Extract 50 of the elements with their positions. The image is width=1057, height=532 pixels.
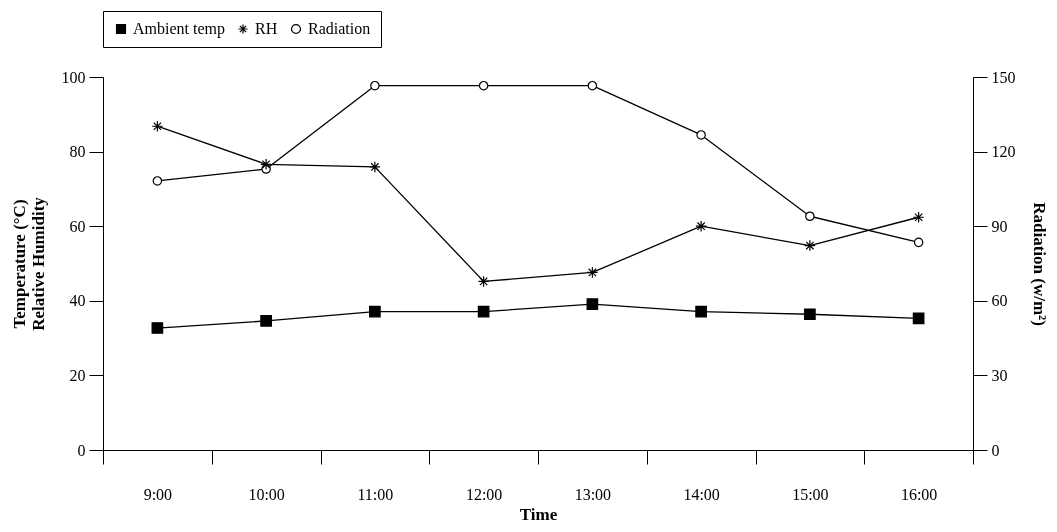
y2-tick-label: 150 bbox=[991, 68, 1016, 86]
x-tick-label: 11:00 bbox=[357, 485, 394, 503]
point bbox=[695, 305, 707, 318]
point bbox=[151, 322, 164, 334]
point bbox=[369, 161, 381, 173]
x-tick-label: 10:00 bbox=[248, 485, 285, 503]
point bbox=[912, 211, 925, 224]
point bbox=[260, 315, 272, 327]
point bbox=[586, 298, 599, 310]
legend-label: Ambient temp bbox=[133, 20, 225, 38]
point bbox=[478, 80, 489, 91]
point bbox=[477, 305, 490, 318]
x-tick-label: 9:00 bbox=[143, 485, 173, 503]
legend-label: Radiation bbox=[308, 20, 371, 37]
x-tick-label: 14:00 bbox=[683, 485, 720, 503]
y2-axis-title: Radiation (w/m²) bbox=[1029, 202, 1049, 326]
point bbox=[912, 312, 925, 325]
point bbox=[805, 211, 815, 222]
y-tick-label: 0 bbox=[77, 441, 86, 459]
x-axis-title: Time bbox=[519, 504, 558, 524]
x-tick-label: 15:00 bbox=[792, 485, 829, 503]
text: Temperature (°C) bbox=[9, 199, 29, 329]
point bbox=[151, 120, 164, 133]
x-tick-label: 16:00 bbox=[900, 485, 938, 503]
point bbox=[369, 305, 381, 318]
x-tick-label: 12:00 bbox=[465, 485, 503, 503]
point bbox=[804, 239, 816, 252]
text: Relative Humidity bbox=[28, 197, 48, 331]
y-tick-label: 80 bbox=[69, 143, 86, 161]
y-tick-label: 60 bbox=[69, 217, 86, 235]
point bbox=[586, 266, 599, 279]
point bbox=[695, 220, 707, 233]
y-tick-label: 20 bbox=[69, 366, 86, 384]
x-tick-label: 13:00 bbox=[574, 485, 612, 503]
y-tick-label: 40 bbox=[69, 292, 86, 310]
y2-tick-label: 0 bbox=[991, 441, 1000, 459]
point bbox=[804, 308, 816, 321]
legend-label: RH bbox=[255, 20, 278, 37]
y2-tick-label: 30 bbox=[991, 366, 1008, 384]
point bbox=[260, 158, 272, 171]
y2-tick-label: 60 bbox=[991, 292, 1008, 310]
y2-tick-label: 90 bbox=[991, 217, 1008, 235]
point bbox=[913, 237, 924, 248]
y2-tick-label: 120 bbox=[991, 143, 1016, 161]
point bbox=[696, 130, 706, 140]
point bbox=[152, 176, 163, 186]
point bbox=[587, 80, 598, 91]
point bbox=[477, 275, 490, 288]
y-tick-label: 100 bbox=[61, 68, 86, 86]
point bbox=[370, 80, 380, 91]
